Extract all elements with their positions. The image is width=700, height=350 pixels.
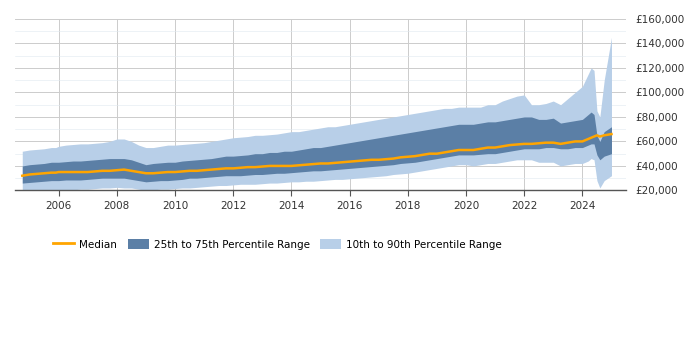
Legend: Median, 25th to 75th Percentile Range, 10th to 90th Percentile Range: Median, 25th to 75th Percentile Range, 1… — [49, 235, 506, 254]
